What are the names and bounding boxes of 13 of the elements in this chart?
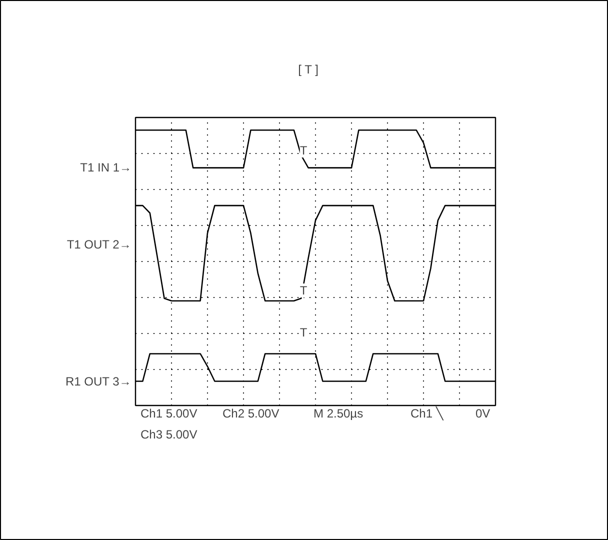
series-label: T1 OUT 2→ xyxy=(66,238,132,252)
text: [ T ] xyxy=(298,62,318,76)
text: Ch1 ╲ xyxy=(410,406,444,420)
text: Ch1 5.00V xyxy=(140,406,198,420)
series-label: R1 OUT 3→ xyxy=(65,374,132,388)
annotation: T xyxy=(300,326,308,340)
text: Ch3 5.00V xyxy=(140,428,198,442)
text: Ch2 5.00V xyxy=(222,406,280,420)
text: T1 IN 1→ xyxy=(80,160,132,174)
annotation: T xyxy=(300,144,308,158)
text: M 2.50µs xyxy=(314,406,364,420)
text: 0V xyxy=(476,406,490,420)
annotation: T xyxy=(300,284,308,298)
